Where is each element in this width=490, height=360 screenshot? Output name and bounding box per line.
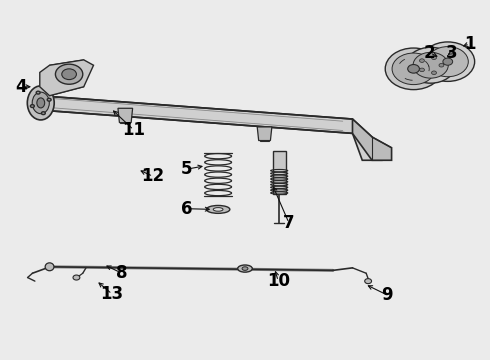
Circle shape (47, 98, 51, 101)
Polygon shape (40, 96, 382, 160)
Text: 2: 2 (424, 44, 436, 62)
Polygon shape (273, 151, 286, 194)
Text: 5: 5 (181, 160, 192, 178)
Circle shape (432, 71, 437, 75)
Circle shape (439, 63, 444, 67)
Text: 7: 7 (283, 214, 295, 232)
Text: 8: 8 (116, 264, 127, 282)
Polygon shape (257, 127, 272, 140)
Text: 13: 13 (100, 285, 123, 303)
Circle shape (42, 112, 45, 114)
Circle shape (406, 47, 455, 83)
Circle shape (421, 42, 475, 81)
Ellipse shape (32, 92, 49, 114)
Ellipse shape (37, 98, 45, 108)
Circle shape (36, 91, 40, 94)
Circle shape (392, 53, 435, 85)
Circle shape (413, 52, 448, 78)
Circle shape (385, 48, 442, 90)
Text: 4: 4 (15, 78, 27, 96)
Circle shape (432, 56, 437, 59)
Ellipse shape (213, 208, 223, 211)
Ellipse shape (238, 265, 252, 272)
Circle shape (427, 46, 468, 77)
Text: 11: 11 (122, 121, 145, 139)
Text: 9: 9 (381, 286, 392, 304)
Circle shape (419, 68, 424, 72)
Circle shape (55, 64, 83, 84)
Ellipse shape (206, 206, 230, 213)
Ellipse shape (73, 275, 80, 280)
Text: 6: 6 (181, 200, 192, 218)
Polygon shape (352, 119, 392, 160)
Circle shape (443, 58, 453, 65)
Polygon shape (40, 60, 94, 96)
Circle shape (419, 59, 424, 62)
Circle shape (408, 64, 419, 73)
Text: 12: 12 (142, 167, 165, 185)
Polygon shape (118, 108, 133, 123)
Text: 3: 3 (445, 44, 457, 62)
Ellipse shape (27, 86, 54, 120)
Ellipse shape (365, 279, 371, 284)
Circle shape (62, 69, 76, 80)
Ellipse shape (45, 263, 54, 271)
Circle shape (30, 105, 34, 108)
Text: 1: 1 (464, 35, 475, 53)
Text: 10: 10 (267, 272, 290, 290)
Ellipse shape (242, 267, 248, 270)
